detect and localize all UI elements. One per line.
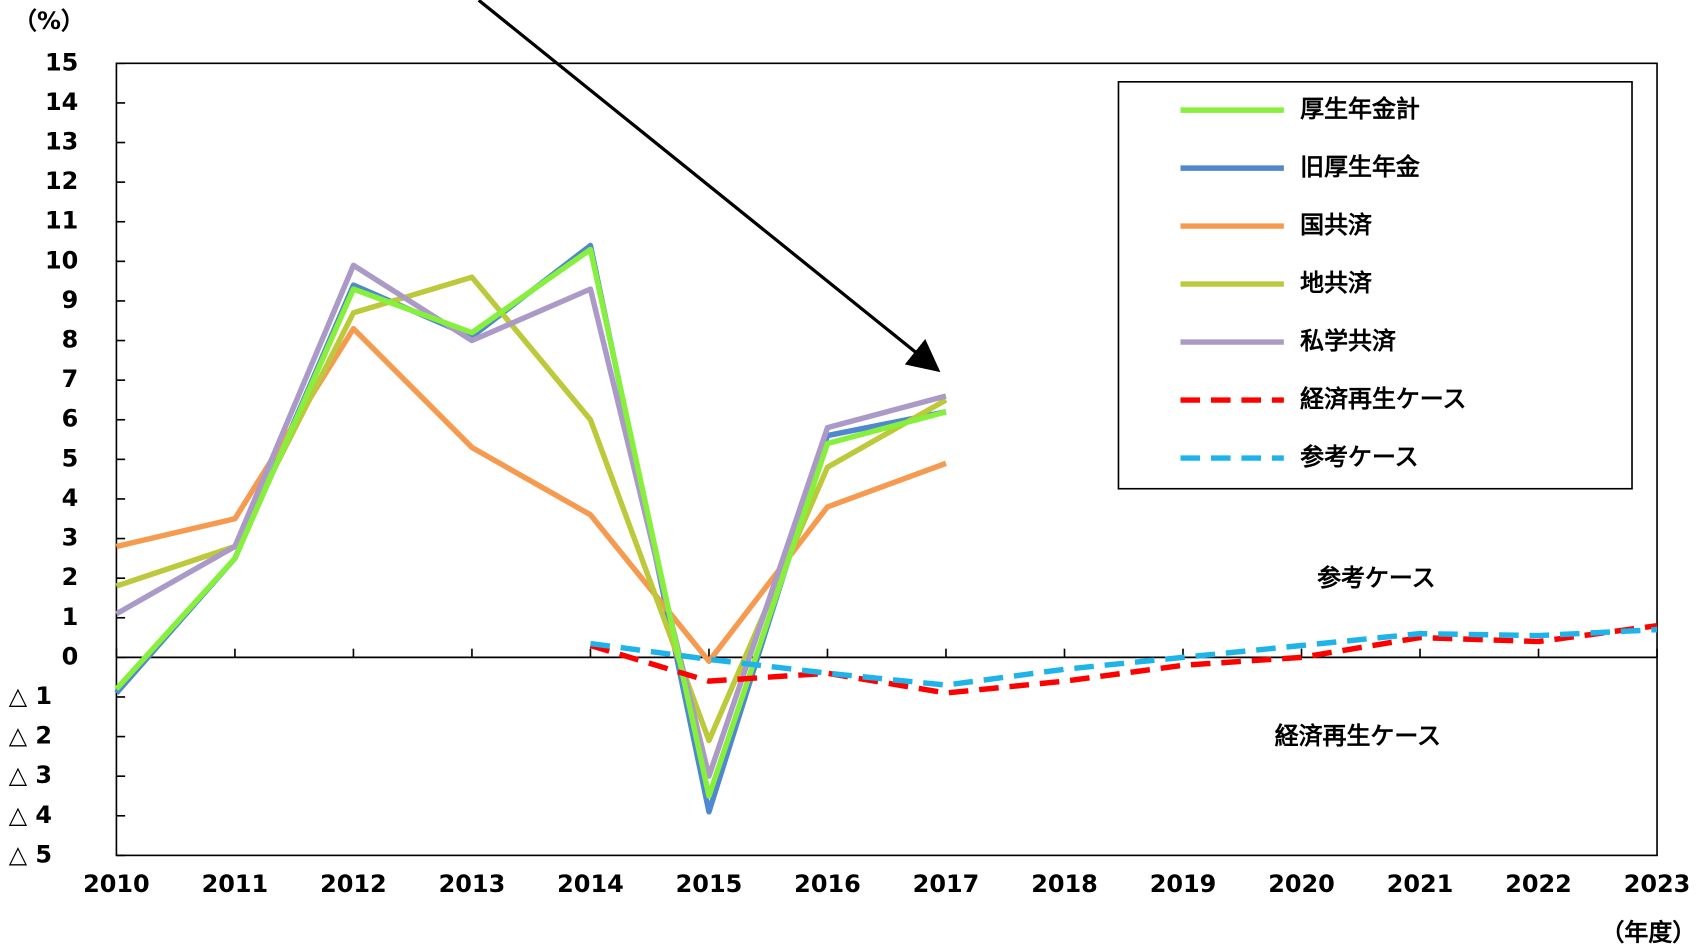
y-tick-label: 2 (62, 563, 79, 591)
x-tick-label: 2013 (439, 870, 506, 898)
legend-label: 国共済 (1300, 211, 1373, 239)
y-tick-label: △ 5 (9, 840, 52, 868)
y-tick-label: △ 2 (9, 722, 52, 750)
x-tick-label: 2019 (1150, 870, 1217, 898)
y-tick-label: △ 4 (9, 801, 52, 829)
legend-label: 私学共済 (1300, 327, 1397, 355)
line-series (115, 262, 947, 779)
y-tick-label: 1 (62, 603, 79, 631)
x-tick-label: 2010 (83, 870, 150, 898)
legend-label: 厚生年金計 (1300, 95, 1420, 123)
legend-label: 参考ケース (1300, 443, 1418, 471)
y-tick-label: 9 (62, 286, 79, 314)
x-tick-label: 2011 (202, 870, 269, 898)
y-tick-label: 13 (45, 128, 78, 156)
arrow (477, 0, 941, 373)
y-tick-label: 0 (62, 642, 79, 670)
y-tick-label: 4 (62, 484, 79, 512)
x-tick-label: 2021 (1387, 870, 1454, 898)
y-tick-label: △ 1 (9, 682, 52, 710)
x-tick-label: 2012 (320, 870, 387, 898)
x-tick-label: 2016 (794, 870, 861, 898)
x-tick-label: 2020 (1268, 870, 1335, 898)
annotation: 参考ケース (1317, 564, 1435, 592)
y-tick-label: 12 (45, 167, 78, 195)
annotation: 経済再生ケース (1275, 722, 1441, 750)
x-tick-label: 2022 (1505, 870, 1572, 898)
x-tick-label: 2023 (1624, 870, 1691, 898)
y-tick-label: 3 (62, 524, 79, 552)
x-axis-label: （年度） (1600, 919, 1696, 947)
line-series (114, 246, 947, 799)
y-tick-label: 6 (62, 405, 79, 433)
y-tick-label: 8 (62, 326, 79, 354)
y-tick-label: △ 3 (9, 761, 52, 789)
y-tick-label: 14 (45, 88, 78, 116)
y-tick-label: 5 (62, 444, 79, 472)
y-tick-label: 7 (62, 365, 79, 393)
y-tick-label: 10 (45, 246, 78, 274)
legend-box (1117, 81, 1633, 490)
x-tick-label: 2017 (913, 870, 980, 898)
line-series (115, 325, 947, 665)
legend-label: 旧厚生年金 (1300, 153, 1421, 181)
legend-label: 経済再生ケース (1300, 385, 1466, 413)
legend-label: 地共済 (1300, 269, 1373, 297)
y-axis-label: （%） (13, 7, 85, 35)
y-tick-label: 11 (45, 207, 78, 235)
line-series (589, 622, 1658, 696)
x-tick-label: 2014 (557, 870, 624, 898)
line-series (590, 626, 1658, 688)
x-tick-label: 2015 (676, 870, 743, 898)
x-tick-label: 2018 (1031, 870, 1098, 898)
plot (114, 62, 1658, 857)
y-tick-label: 15 (45, 48, 78, 76)
